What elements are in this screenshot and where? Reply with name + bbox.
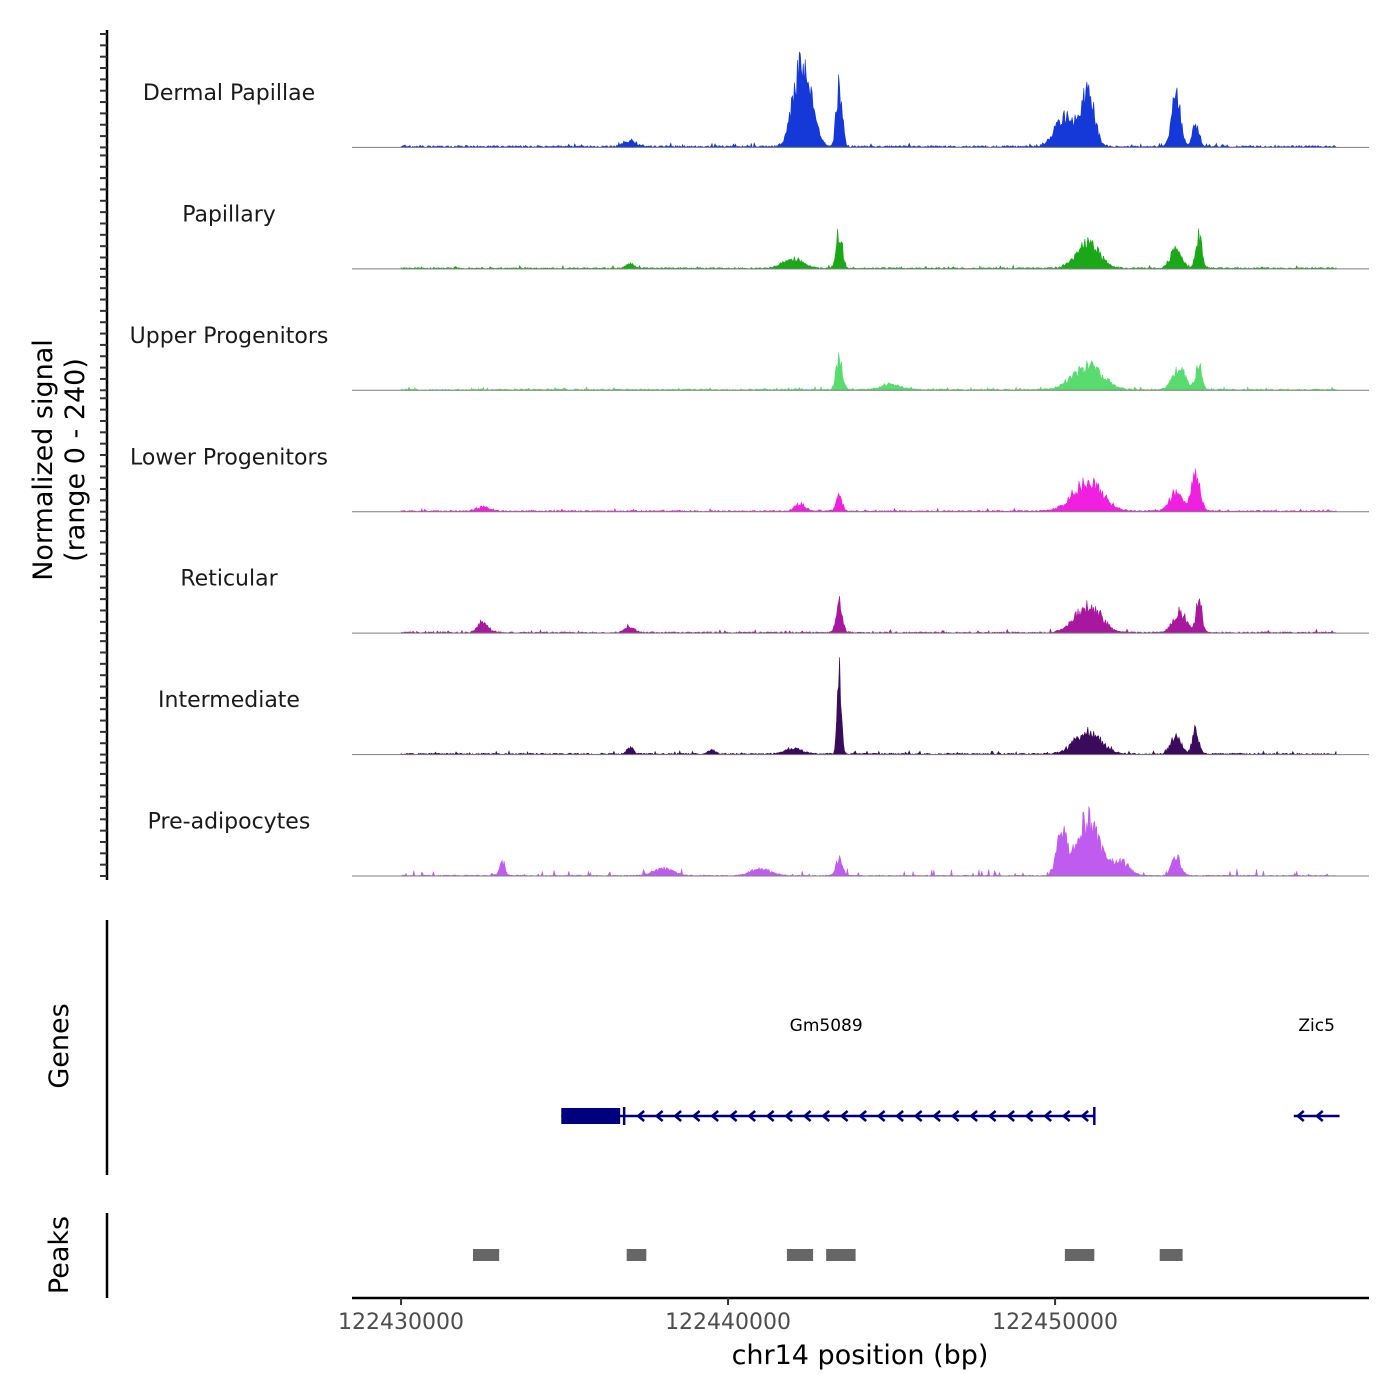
coverage-area [400, 352, 1337, 391]
track-label: Dermal Papillae [143, 81, 315, 106]
peak-region [472, 1249, 500, 1261]
track-lower-progenitors: Lower Progenitors [130, 445, 1369, 513]
strand-chevron [636, 1110, 645, 1122]
x-axis-ticks: 122430000 122440000 122450000 [338, 1298, 1118, 1335]
strand-chevron [932, 1110, 941, 1122]
track-label: Upper Progenitors [130, 324, 329, 349]
track-label: Reticular [180, 567, 278, 592]
strand-chevron [765, 1110, 775, 1122]
strand-chevron [987, 1110, 997, 1122]
x-axis-label: chr14 position (bp) [732, 1340, 989, 1371]
strand-chevron [1006, 1110, 1015, 1122]
strand-chevron [673, 1110, 682, 1122]
strand-chevron [839, 1110, 849, 1122]
coverage-area [400, 228, 1337, 270]
strand-chevron [1295, 1110, 1305, 1122]
strand-chevron [747, 1110, 756, 1122]
coverage-area [400, 468, 1337, 513]
strand-chevron [1043, 1110, 1052, 1122]
strand-chevron [802, 1110, 812, 1122]
peak-region [626, 1249, 647, 1261]
strand-chevron [950, 1110, 960, 1122]
peaks-label: Peaks [44, 1216, 75, 1294]
gene-zic5: Zic5 [1293, 1016, 1340, 1122]
peak-track [472, 1249, 1183, 1261]
strand-chevron [691, 1110, 701, 1122]
peak-region [826, 1249, 856, 1261]
strand-chevron [876, 1110, 886, 1122]
track-label: Pre-adipocytes [148, 810, 311, 835]
track-label: Papillary [182, 202, 276, 227]
track-upper-progenitors: Upper Progenitors [130, 324, 1369, 391]
track-papillary: Papillary [182, 202, 1369, 270]
track-label: Lower Progenitors [130, 445, 328, 470]
peak-region [1064, 1249, 1095, 1261]
peak-region [786, 1249, 814, 1261]
gene-exon [561, 1108, 621, 1124]
track-reticular: Reticular [180, 567, 1369, 634]
peak-region [1159, 1249, 1183, 1261]
gene-gm5089: Gm5089 [561, 1016, 1096, 1125]
strand-chevron [1080, 1110, 1089, 1122]
gene-name: Gm5089 [790, 1016, 863, 1036]
strand-chevron [895, 1110, 904, 1122]
signal-tracks: Dermal Papillae Papillary Upper Progenitor… [130, 51, 1369, 877]
y-axis-range-label: (range 0 - 240) [60, 358, 91, 562]
x-tick-label: 122440000 [665, 1310, 791, 1335]
x-tick-label: 122430000 [338, 1310, 464, 1335]
strand-chevron [858, 1110, 867, 1122]
track-dermal-papillae: Dermal Papillae [143, 51, 1369, 149]
genes-label: Genes [44, 1003, 75, 1088]
strand-chevron [1024, 1110, 1034, 1122]
strand-chevron [728, 1110, 738, 1122]
strand-chevron [913, 1110, 923, 1122]
strand-chevron [784, 1110, 793, 1122]
coverage-area [400, 51, 1337, 149]
coverage-area [400, 657, 1337, 756]
strand-chevron [710, 1110, 719, 1122]
x-tick-label: 122450000 [992, 1310, 1118, 1335]
gene-track: Gm5089 Zic5 [561, 1016, 1340, 1125]
strand-chevron [1061, 1110, 1071, 1122]
track-label: Intermediate [158, 688, 300, 713]
strand-chevron [1314, 1110, 1324, 1122]
strand-chevron [654, 1110, 664, 1122]
track-pre-adipocytes: Pre-adipocytes [148, 806, 1369, 877]
y-axis-label: Normalized signal [28, 339, 59, 581]
signal-y-axis [100, 30, 109, 881]
gene-name: Zic5 [1298, 1016, 1335, 1036]
strand-chevron [821, 1110, 830, 1122]
track-intermediate: Intermediate [158, 657, 1369, 756]
coverage-area [400, 806, 1337, 877]
coverage-area [400, 596, 1337, 634]
strand-chevron [969, 1110, 978, 1122]
